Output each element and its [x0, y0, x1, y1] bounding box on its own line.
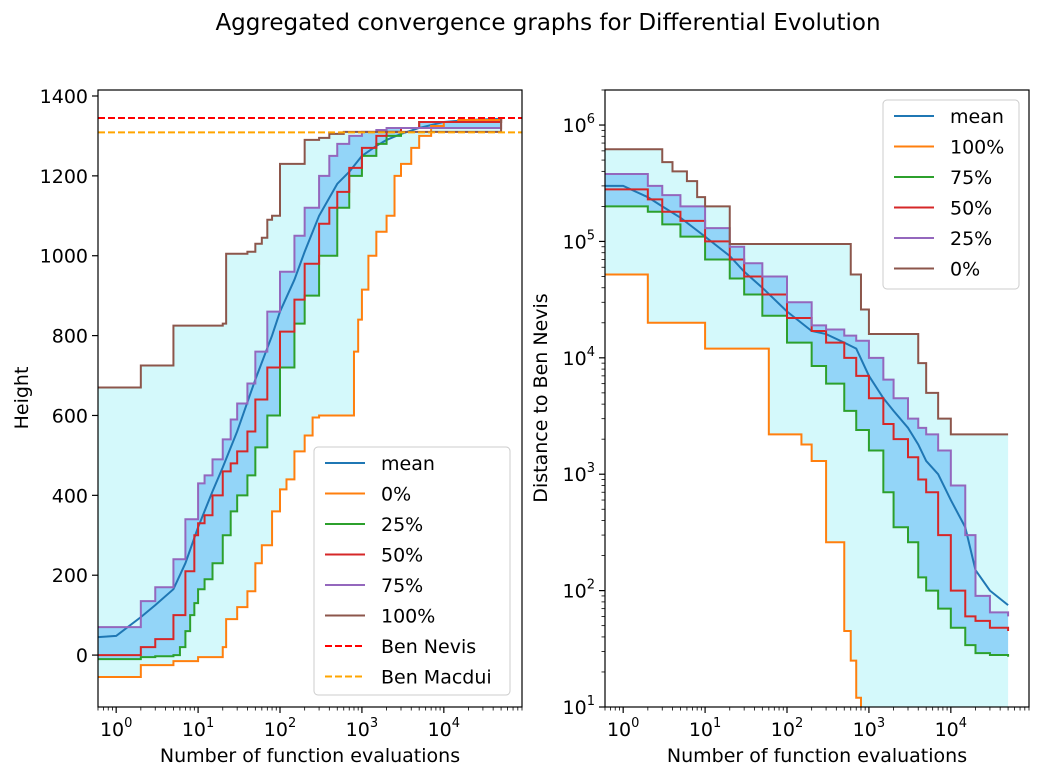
left-y-axis-label: Height	[11, 367, 33, 430]
left-x-axis-label: Number of function evaluations	[160, 745, 460, 767]
right-inner-band	[605, 173, 1009, 655]
left-legend-label-25pct: 25%	[381, 514, 423, 536]
right-y-tick-label: 101	[563, 694, 595, 719]
right-x-tick-label: 102	[771, 716, 803, 741]
left-y-tick-label: 600	[52, 405, 88, 427]
left-series-mean	[98, 117, 502, 639]
left-y-tick-label: 1200	[40, 166, 88, 188]
right-plot-frame	[604, 89, 1030, 708]
left-legend-label-mean: mean	[381, 453, 435, 475]
left-y-tick-label: 1000	[40, 246, 88, 268]
left-legend-label-ben-nevis: Ben Nevis	[381, 636, 476, 658]
right-legend-label-25pct: 25%	[950, 228, 992, 250]
left-y-tick-label: 200	[52, 565, 88, 587]
left-legend-box	[313, 446, 511, 696]
left-series-100pct	[98, 118, 503, 389]
right-chart: 100 101 102 103 104 101 102 103 104 105 106 Numbe…	[530, 89, 1030, 767]
left-series-50pct	[98, 118, 503, 657]
left-series-75pct	[98, 118, 503, 629]
right-outer-band	[605, 149, 1009, 707]
right-legend-label-50pct: 50%	[950, 198, 992, 220]
right-x-tick-label: 100	[607, 716, 639, 741]
right-series-25pct	[605, 172, 1010, 617]
left-x-tick-label: 102	[264, 716, 296, 741]
left-y-tick-label: 800	[52, 326, 88, 348]
right-y-tick-label: 104	[563, 345, 595, 370]
right-x-tick-label: 104	[935, 716, 967, 741]
left-legend-label-ben-macdui: Ben Macdui	[381, 667, 492, 689]
right-y-tick-label: 106	[563, 112, 595, 137]
left-y-tick-label: 400	[52, 485, 88, 507]
right-legend-label-75pct: 75%	[950, 167, 992, 189]
left-legend: mean 0% 25% 50% 75% 100% Ben Nevis Ben Macdui	[313, 446, 511, 696]
left-x-tick-label: 104	[428, 716, 460, 741]
left-series-0pct	[98, 118, 503, 679]
left-legend-label-100pct: 100%	[381, 606, 435, 628]
left-x-tick-label: 103	[346, 716, 378, 741]
left-legend-label-0pct: 0%	[381, 484, 411, 506]
right-legend-label-mean: mean	[950, 106, 1004, 128]
right-legend-label-0pct: 0%	[950, 259, 980, 281]
right-y-axis-label: Distance to Ben Nevis	[530, 293, 552, 502]
right-y-tick-label: 103	[563, 461, 595, 486]
right-x-tick-label: 103	[853, 716, 885, 741]
right-y-tick-label: 105	[563, 228, 595, 253]
right-y-tick-label: 102	[563, 578, 595, 603]
left-legend-label-75pct: 75%	[381, 575, 423, 597]
figure-title: Aggregated convergence graphs for Differ…	[215, 10, 880, 36]
left-y-tick-label: 1400	[40, 86, 88, 108]
left-chart: 100 101 102 103 104 0 200 400 600 800 1000 1200 140…	[11, 86, 523, 767]
right-series-0pct	[605, 148, 1009, 436]
left-plot-frame	[97, 89, 523, 708]
left-y-tick-label: 0	[76, 645, 88, 667]
left-x-tick-label: 100	[100, 716, 132, 741]
left-x-tick-label: 101	[182, 716, 214, 741]
right-series-100pct	[605, 273, 862, 707]
left-series-25pct	[98, 118, 503, 661]
right-legend-label-100pct: 100%	[950, 137, 1004, 159]
right-x-tick-label: 101	[689, 716, 721, 741]
left-legend-label-50pct: 50%	[381, 545, 423, 567]
right-legend: mean 100% 75% 50% 25% 0%	[882, 99, 1020, 290]
right-x-axis-label: Number of function evaluations	[667, 745, 967, 767]
